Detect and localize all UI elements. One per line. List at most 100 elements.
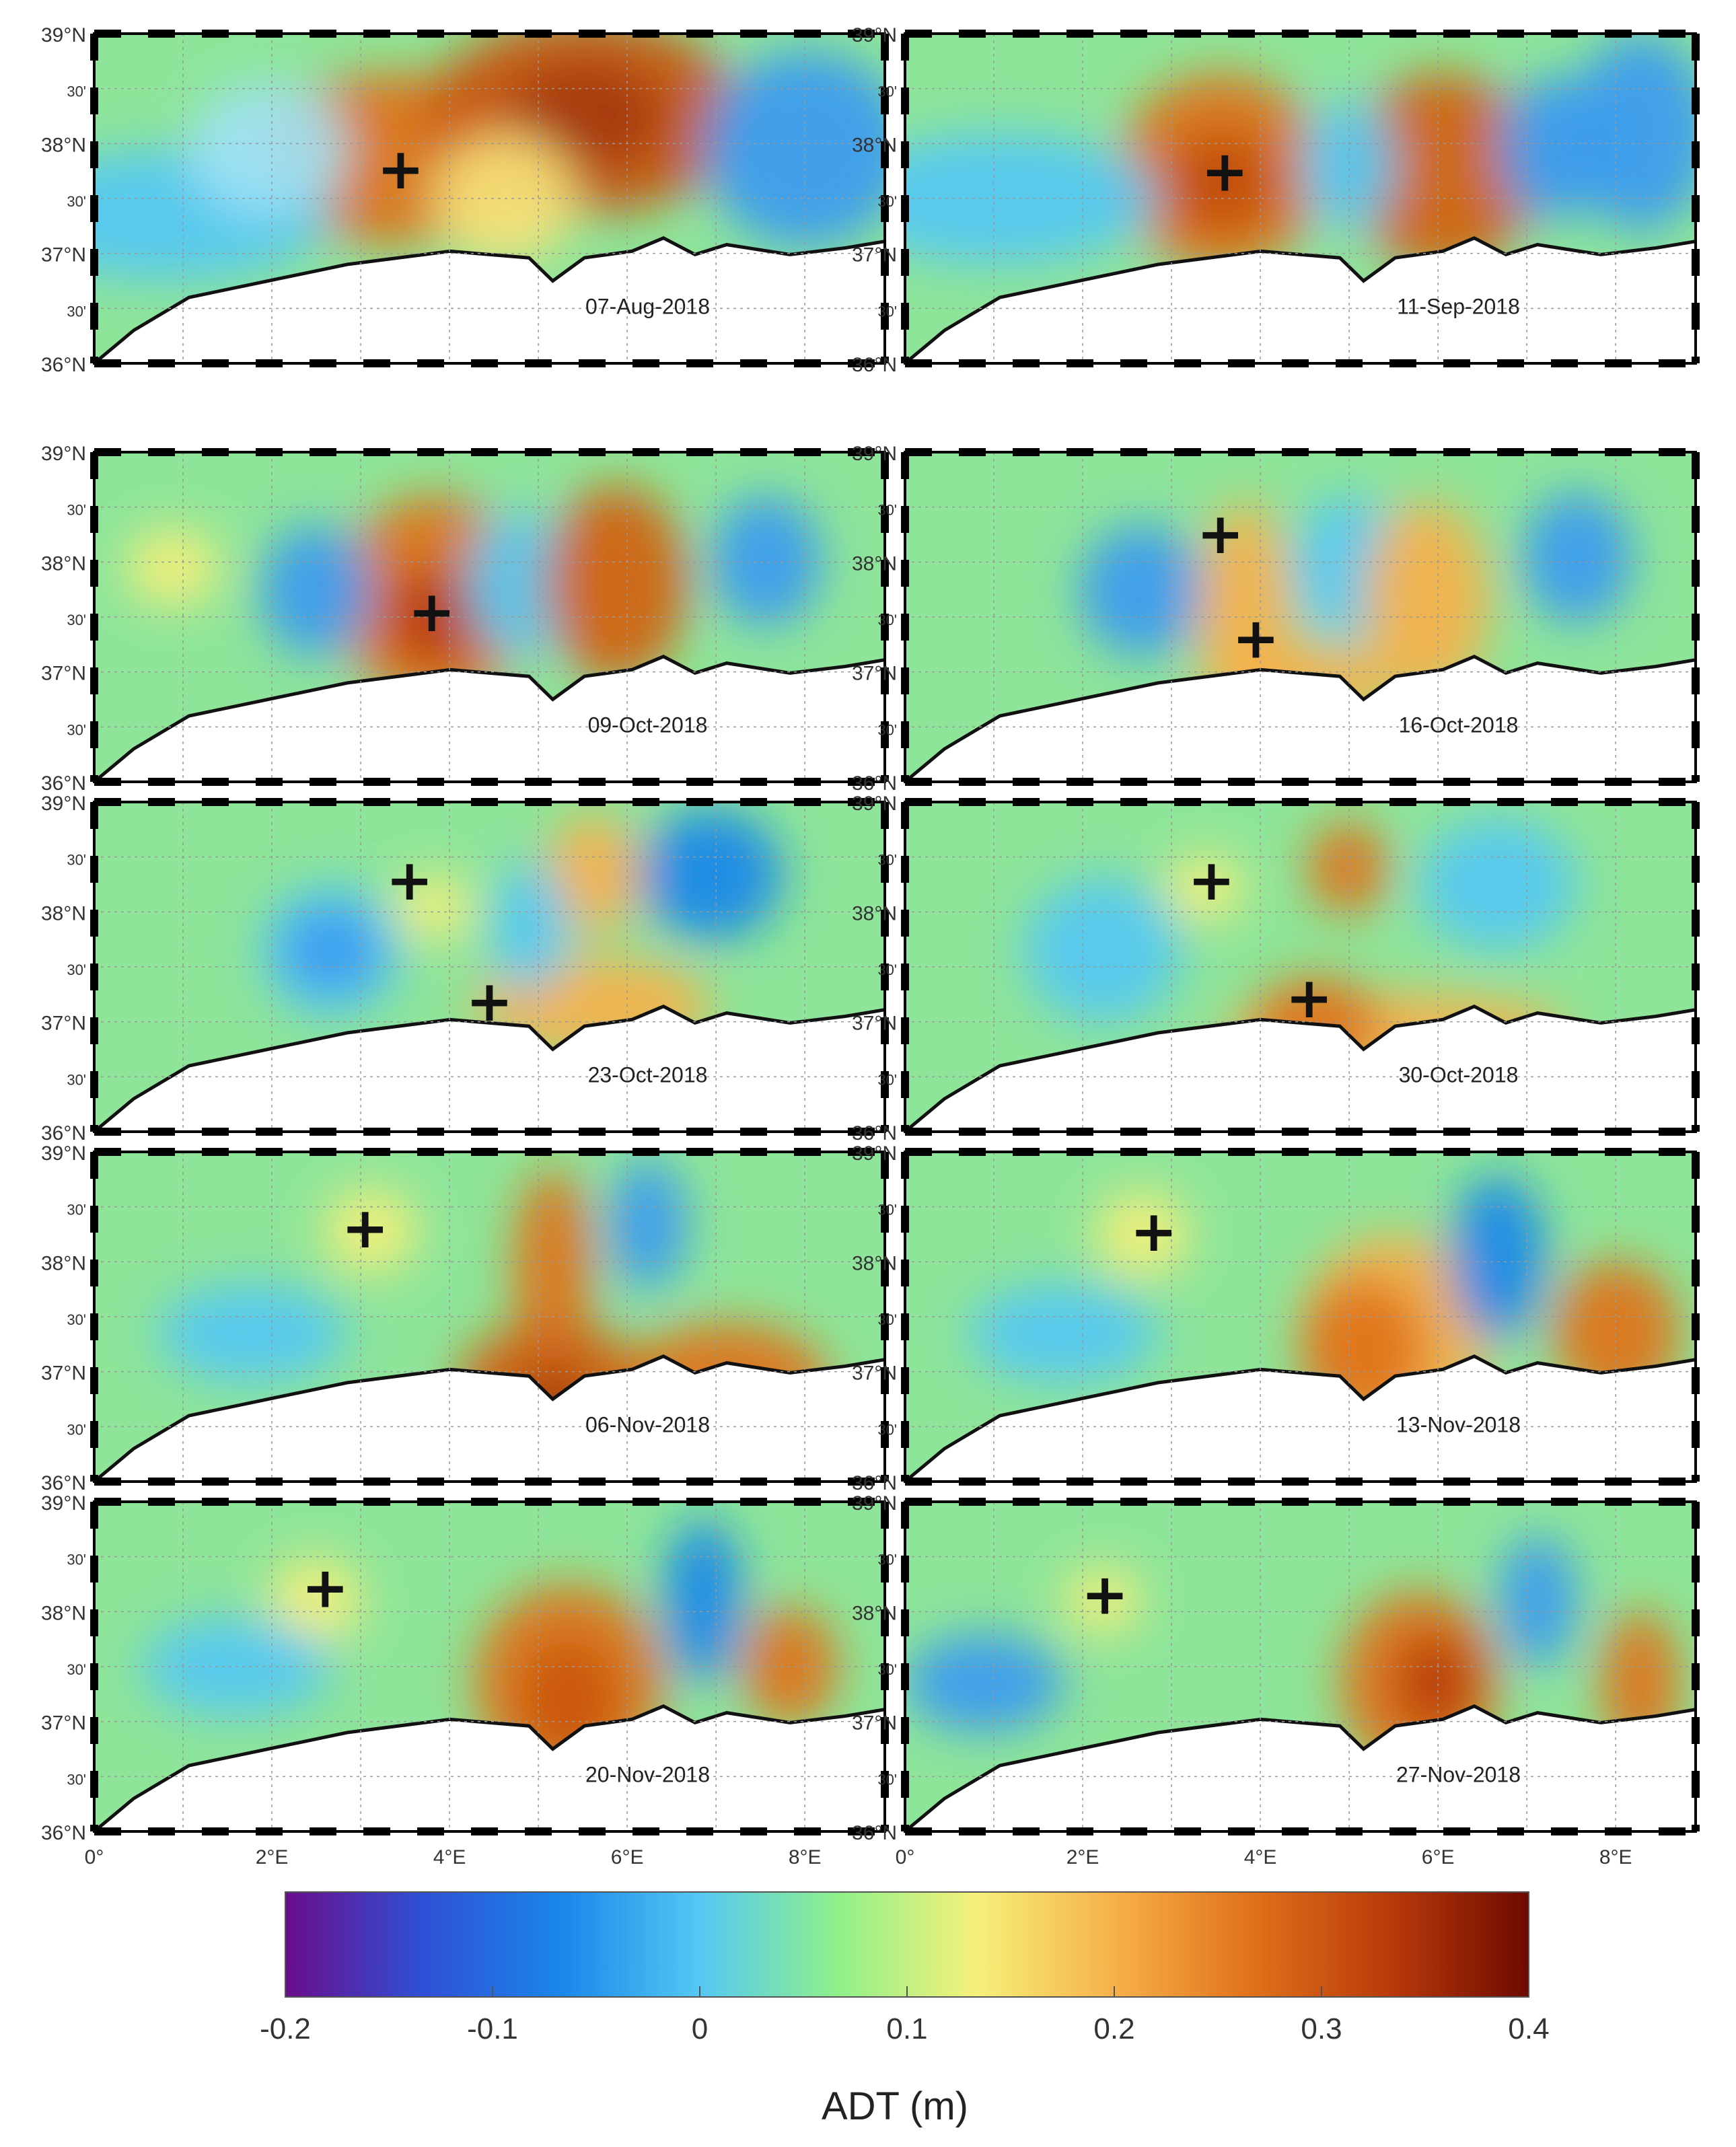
land-mask bbox=[94, 238, 885, 363]
map-panel: 39°N 30' 38°N 30' 37°N 30' 36°N 06-Nov-2018 + bbox=[41, 1142, 889, 1494]
lat-tick-label: 30' bbox=[877, 1552, 897, 1568]
colorbar-graphic: -0.2 -0.1 0 0.1 0.2 0.3 0.4 ADT (m) bbox=[260, 1891, 1550, 2128]
coastline bbox=[94, 1704, 885, 1831]
eddy-center-marker: + bbox=[1196, 501, 1243, 567]
land-mask bbox=[905, 1356, 1696, 1482]
lat-tick-label: 39°N bbox=[41, 24, 86, 46]
lat-tick-label: 36°N bbox=[852, 354, 897, 376]
lat-tick-label: 30' bbox=[877, 721, 897, 738]
panel-date-label: 30-Oct-2018 bbox=[1399, 1063, 1519, 1087]
lat-tick-label: 30' bbox=[877, 1071, 897, 1088]
lat-tick-label: 30' bbox=[67, 1661, 86, 1678]
coastline bbox=[94, 236, 885, 363]
lat-tick-label: 38°N bbox=[41, 1252, 86, 1274]
adt-field bbox=[94, 1152, 885, 1482]
lat-tick-label: 30' bbox=[877, 1311, 897, 1328]
adt-field bbox=[94, 452, 885, 782]
lat-tick-label: 39°N bbox=[852, 793, 897, 815]
lat-tick-label: 37°N bbox=[852, 1362, 897, 1385]
eddy-center-marker: + bbox=[377, 136, 424, 202]
lat-tick-label: 39°N bbox=[852, 1492, 897, 1515]
lat-tick-label: 37°N bbox=[41, 1362, 86, 1385]
adt-field bbox=[94, 34, 885, 363]
lon-tick-label: 6°E bbox=[611, 1846, 644, 1868]
eddy-center-marker: + bbox=[1286, 965, 1333, 1031]
lat-tick-label: 38°N bbox=[852, 552, 897, 575]
eddy-center-marker: + bbox=[1201, 138, 1248, 204]
lat-tick-label: 30' bbox=[67, 1311, 86, 1328]
eddy-center-marker: + bbox=[1130, 1198, 1177, 1264]
lat-tick-label: 30' bbox=[67, 612, 86, 628]
coastline bbox=[94, 655, 885, 782]
map-panel: 39°N 30' 38°N 30' 37°N 30' 36°N 09-Oct-2018 + bbox=[41, 443, 889, 795]
lat-tick-label: 30' bbox=[877, 1202, 897, 1218]
lat-tick-label: 30' bbox=[67, 1421, 86, 1438]
adt-map-panels: 39°N 30' 38°N 30' 37°N 30' 36°N 07-Aug-2018 +39°… bbox=[41, 24, 1700, 1868]
lat-tick-label: 30' bbox=[877, 502, 897, 519]
lat-tick-label: 39°N bbox=[41, 1142, 86, 1165]
lon-tick-label: 4°E bbox=[433, 1846, 466, 1868]
map-panel: 39°N 30' 38°N 30' 37°N 30' 36°N 13-Nov-2018 + bbox=[852, 1142, 1700, 1494]
land-mask bbox=[905, 238, 1696, 363]
coastline bbox=[94, 1005, 885, 1132]
lat-tick-label: 30' bbox=[67, 502, 86, 519]
lat-tick-label: 36°N bbox=[41, 1822, 86, 1844]
lat-tick-label: 38°N bbox=[41, 902, 86, 924]
adt-field bbox=[94, 802, 885, 1132]
lat-tick-label: 30' bbox=[67, 852, 86, 869]
lat-tick-label: 38°N bbox=[852, 1252, 897, 1274]
lat-tick-label: 38°N bbox=[852, 1602, 897, 1624]
lat-tick-label: 39°N bbox=[852, 443, 897, 465]
land-mask bbox=[94, 656, 885, 782]
coastline bbox=[94, 1354, 885, 1482]
map-panel: 39°N 30' 38°N 30' 37°N 30' 36°N 23-Oct-2018 + + bbox=[41, 793, 889, 1144]
colorbar-gradient bbox=[285, 1891, 1529, 1998]
panel-date-label: 13-Nov-2018 bbox=[1396, 1413, 1521, 1437]
lon-tick-label: 8°E bbox=[789, 1846, 822, 1868]
panel-date-label: 07-Aug-2018 bbox=[585, 295, 710, 319]
panel-date-label: 23-Oct-2018 bbox=[588, 1063, 708, 1087]
panel-date-label: 11-Sep-2018 bbox=[1397, 295, 1520, 319]
eddy-center-marker: + bbox=[386, 847, 433, 913]
colorbar-tick-label: 0.2 bbox=[1093, 2012, 1134, 2045]
land-mask bbox=[905, 656, 1696, 782]
eddy-center-marker: + bbox=[341, 1195, 388, 1261]
map-panel: 39°N 30' 38°N 30' 37°N 30' 36°N 07-Aug-2018 + bbox=[41, 24, 889, 376]
lat-tick-label: 30' bbox=[67, 721, 86, 738]
land-mask bbox=[94, 1706, 885, 1831]
lat-tick-label: 38°N bbox=[41, 134, 86, 156]
lat-tick-label: 30' bbox=[877, 852, 897, 869]
lat-tick-label: 37°N bbox=[41, 1712, 86, 1735]
eddy-center-marker: + bbox=[408, 579, 455, 645]
lat-tick-label: 36°N bbox=[852, 1122, 897, 1144]
land-mask bbox=[94, 1006, 885, 1132]
panel-date-label: 27-Nov-2018 bbox=[1396, 1763, 1521, 1787]
lat-tick-label: 36°N bbox=[41, 354, 86, 376]
lat-tick-label: 39°N bbox=[41, 443, 86, 465]
panel-date-label: 16-Oct-2018 bbox=[1399, 713, 1519, 737]
adt-field bbox=[905, 802, 1696, 1132]
lat-tick-label: 37°N bbox=[41, 244, 86, 266]
lat-tick-label: 30' bbox=[877, 612, 897, 628]
lat-tick-label: 30' bbox=[67, 1202, 86, 1218]
lat-tick-label: 39°N bbox=[41, 793, 86, 815]
lat-tick-label: 30' bbox=[67, 83, 86, 100]
eddy-center-marker: + bbox=[466, 968, 513, 1034]
land-mask bbox=[905, 1006, 1696, 1132]
lat-tick-label: 37°N bbox=[852, 1013, 897, 1035]
map-panel: 39°N 30' 38°N 30' 37°N 30' 36°N0° 2°E 4°E 6°E 8°E 2… bbox=[41, 1492, 889, 1868]
eddy-center-marker: + bbox=[1232, 605, 1279, 671]
lat-tick-label: 36°N bbox=[852, 772, 897, 795]
coastline bbox=[905, 655, 1696, 782]
lat-tick-label: 30' bbox=[67, 193, 86, 210]
adt-field bbox=[905, 1502, 1696, 1831]
lat-tick-label: 30' bbox=[877, 303, 897, 320]
lat-tick-label: 38°N bbox=[41, 1602, 86, 1624]
eddy-center-marker: + bbox=[1081, 1561, 1128, 1627]
lat-tick-label: 30' bbox=[67, 303, 86, 320]
lat-tick-label: 30' bbox=[877, 1771, 897, 1788]
lat-tick-label: 30' bbox=[67, 1771, 86, 1788]
coastline bbox=[905, 236, 1696, 363]
eddy-center-marker: + bbox=[301, 1555, 349, 1621]
panel-date-label: 09-Oct-2018 bbox=[588, 713, 708, 737]
